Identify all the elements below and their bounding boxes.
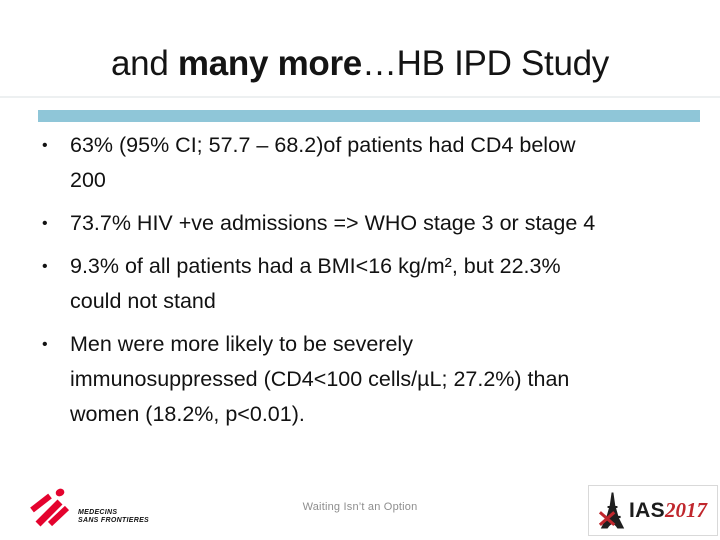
eiffel-tower-ribbon-icon [599, 491, 626, 530]
bullet-item-immunosuppression: • Men were more likely to be severely im… [42, 327, 698, 432]
msf-wordmark-line1: MEDECINS [78, 509, 118, 516]
title-suffix: …HB IPD Study [361, 44, 609, 83]
title-accent-bar [38, 110, 700, 122]
bullet-item-cd4: • 63% (95% CI; 57.7 – 68.2)of patients h… [42, 128, 698, 198]
msf-logo: MEDECINS SANS FRONTIERES [30, 486, 149, 528]
bullet-item-bmi: • 9.3% of all patients had a BMI<16 kg/m… [42, 249, 698, 319]
bullet-text: 9.3% of all patients had a BMI<16 kg/m²,… [70, 254, 561, 313]
bullet-item-who-stage: • 73.7% HIV +ve admissions => WHO stage … [42, 206, 698, 241]
footer-caption: Waiting Isn’t an Option [302, 501, 418, 513]
msf-wordmark: MEDECINS SANS FRONTIERES [78, 509, 149, 524]
bullet-text: 63% (95% CI; 57.7 – 68.2)of patients had… [70, 133, 576, 192]
ias-logo-text: IAS [629, 498, 665, 522]
slide-title: and many more…HB IPD Study [0, 44, 720, 84]
bullet-dot-icon: • [42, 258, 48, 275]
ias-logo-year: 2017 [664, 498, 707, 522]
ias2017-logo: IAS 2017 [588, 485, 718, 536]
bullet-dot-icon: • [42, 137, 48, 154]
msf-wordmark-line2: SANS FRONTIERES [78, 516, 150, 524]
bullet-dot-icon: • [42, 336, 48, 353]
title-prefix: and [111, 44, 178, 83]
bullet-dot-icon: • [42, 215, 48, 232]
bullet-text: 73.7% HIV +ve admissions => WHO stage 3 … [70, 211, 596, 235]
bullet-text: Men were more likely to be severely immu… [70, 332, 570, 426]
bullet-list: • 63% (95% CI; 57.7 – 68.2)of patients h… [42, 128, 698, 440]
title-bold: many more [177, 44, 362, 83]
title-divider-faint [0, 96, 720, 98]
msf-running-figure-icon [30, 486, 76, 528]
